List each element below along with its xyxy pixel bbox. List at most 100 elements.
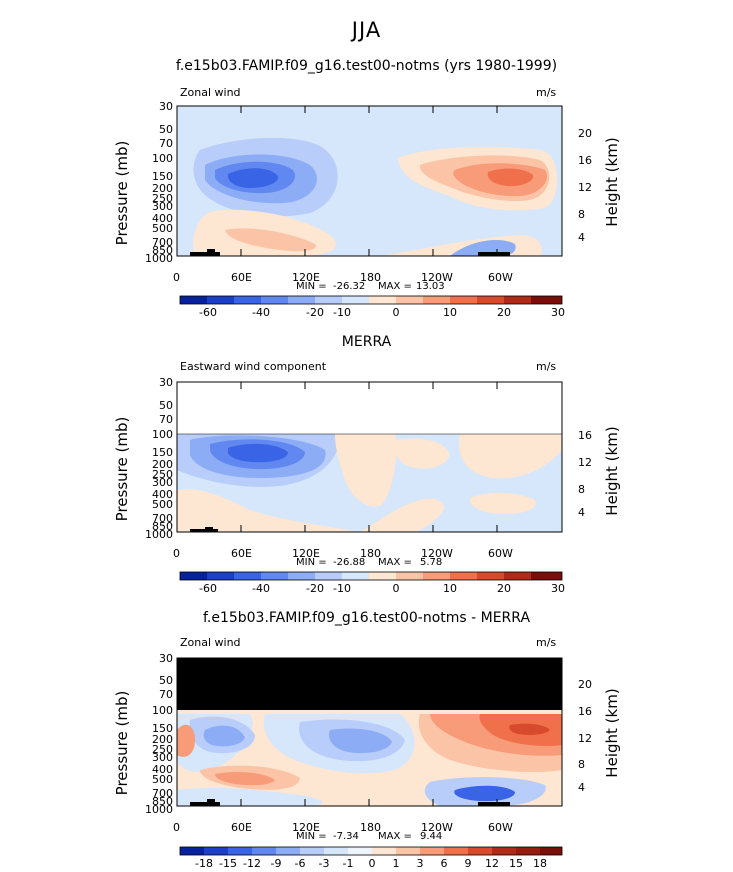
panel-3-topography-peak: [207, 799, 215, 806]
panel-2-h-tick: 4: [578, 506, 585, 519]
panel-1-p-tick: 70: [159, 137, 173, 150]
panel-3-p-tick: 200: [152, 733, 173, 746]
panel-3-contour-neg6-b: [328, 728, 392, 754]
panel-3-max-value: 9.44: [420, 831, 443, 842]
panel-2-contour-east-upper-pos0: [459, 434, 562, 479]
panel-2-min-value: -26.88: [333, 557, 366, 568]
panel-3-h-tick: 20: [578, 678, 592, 691]
panel-1-x-tick: 60W: [488, 271, 513, 284]
figure-title: JJA: [351, 18, 382, 42]
panel-1-topography-block-east: [478, 252, 510, 256]
panel-1-topography-block: [190, 252, 220, 256]
panel-2-variable-label: Eastward wind component: [180, 360, 327, 373]
panel-1-colorbar-label: -20: [306, 306, 324, 319]
panel-2-title: MERRA: [341, 334, 392, 350]
panel-3-x-tick: 120W: [421, 821, 453, 834]
panel-2-x-ticks: [176, 382, 498, 532]
panel-2-p-tick: 250: [152, 468, 173, 481]
panel-1-p-tick: 1000: [145, 252, 173, 265]
panel-1-p-tick: 300: [152, 200, 173, 213]
panel-1-contour-pos30: [487, 168, 534, 187]
panel-2-colorbar-label: -40: [252, 582, 270, 595]
panel-3-x-tick: 0: [173, 821, 180, 834]
panel-2-x-tick: 60W: [488, 547, 513, 560]
panel-2-contour-east-lower-pos0: [469, 492, 536, 515]
panel-1-colorbar-label: 30: [551, 306, 565, 319]
panel-2-p-tick: 400: [152, 488, 173, 501]
panel-1-colorbar-label: 10: [443, 306, 457, 319]
panel-3-p-tick: 50: [159, 674, 173, 687]
panel-2-colorbar-label: -10: [333, 582, 351, 595]
panel-1-colorbar-label: 0: [392, 306, 400, 319]
panel-3-x-tick: 60E: [231, 821, 252, 834]
panel-1-contour-lower-pos10: [225, 228, 316, 252]
panel-2-x-tick: 120E: [292, 547, 320, 560]
panel-3-p-tick: 70: [159, 688, 173, 701]
panel-1-p-tick: 30: [159, 100, 173, 113]
panel-2-h-tick: 16: [578, 429, 592, 442]
panel-3-p-tick: 250: [152, 743, 173, 756]
panel-2-h-tick: 8: [578, 483, 585, 496]
panel-3-colorbar-label: -12: [243, 857, 261, 870]
panel-3-x-ticks: [176, 799, 498, 806]
panel-1-p-tick: 500: [152, 222, 173, 235]
panel-2-colorbar-label: -60: [199, 582, 217, 595]
panel-3-p-tick: 500: [152, 773, 173, 786]
panel-2-contour-mid-pos0: [335, 434, 397, 507]
panel-2-topography-block: [190, 529, 218, 532]
panel-3-min-value: -7.34: [333, 831, 359, 842]
panel-2-contour-lower-pos0: [177, 489, 360, 532]
panel-3-x-tick: 60W: [488, 821, 513, 834]
panel-3-colorbar-label: 15: [509, 857, 523, 870]
panel-3-p-tick: 100: [152, 704, 173, 717]
panel-3-colorbar-label: 18: [533, 857, 547, 870]
panel-1-x-tick: 0: [173, 271, 180, 284]
panel-2-max-label: MAX =: [378, 557, 412, 568]
panel-1-p-tick: 50: [159, 123, 173, 136]
panel-2-colorbar-label: 10: [443, 582, 457, 595]
panel-1-p-tick: 100: [152, 152, 173, 165]
panel-3-p-tick: 400: [152, 763, 173, 776]
panel-1-colorbar-label: -10: [333, 306, 351, 319]
panel-3-title: f.e15b03.FAMIP.f09_g16.test00-notms - ME…: [202, 610, 531, 626]
panel-2-p-tick: 100: [152, 428, 173, 441]
panel-1-x-tick: 60E: [231, 271, 252, 284]
panel-3-colorbar-label: 3: [416, 857, 424, 870]
panel-1-min-label: MIN =: [296, 281, 327, 292]
panel-1-h-tick: 4: [578, 231, 585, 244]
panel-2-max-value: 5.78: [420, 557, 443, 568]
panel-1-contour-neg40: [228, 168, 279, 188]
panel-1-x-ticks: [176, 106, 498, 256]
panel-2-p-tick: 30: [159, 376, 173, 389]
panel-3-p-tick: 300: [152, 751, 173, 764]
panel-1-h-tick: 20: [578, 127, 592, 140]
panel-3-contour-lower-east-neg9: [454, 785, 515, 802]
panel-2-colorbar-label: -20: [306, 582, 324, 595]
panel-1-p-tick: 250: [152, 192, 173, 205]
panel-1-h-tick: 16: [578, 154, 592, 167]
panel-2-x-tick: 120W: [421, 547, 453, 560]
panel-2-p-tick: 300: [152, 476, 173, 489]
panel-1-p-tick: 700: [152, 236, 173, 249]
panel-3-p-tick: 700: [152, 787, 173, 800]
panel-2-p-tick: 1000: [145, 528, 173, 541]
panel-3-x-tick: 180: [360, 821, 381, 834]
panel-2-min-label: MIN =: [296, 557, 327, 568]
panel-2-topography-peak: [205, 527, 213, 532]
panel-3-variable-label: Zonal wind: [180, 636, 241, 649]
panel-3-contour-neg6-a: [203, 725, 245, 747]
panel-2-p-tick: 50: [159, 399, 173, 412]
panel-2-contour-neg40: [227, 443, 288, 463]
panel-3-h-tick: 16: [578, 705, 592, 718]
panel-1-topography-peak: [207, 249, 215, 256]
panel-3-x-tick: 120E: [292, 821, 320, 834]
panel-1-p-tick: 200: [152, 182, 173, 195]
panel-3-colorbar-label: 9: [464, 857, 472, 870]
panel-2-colorbar-label: 30: [551, 582, 565, 595]
panel-1-variable-label: Zonal wind: [180, 86, 241, 99]
panel-3-colorbar-label: 1: [392, 857, 400, 870]
